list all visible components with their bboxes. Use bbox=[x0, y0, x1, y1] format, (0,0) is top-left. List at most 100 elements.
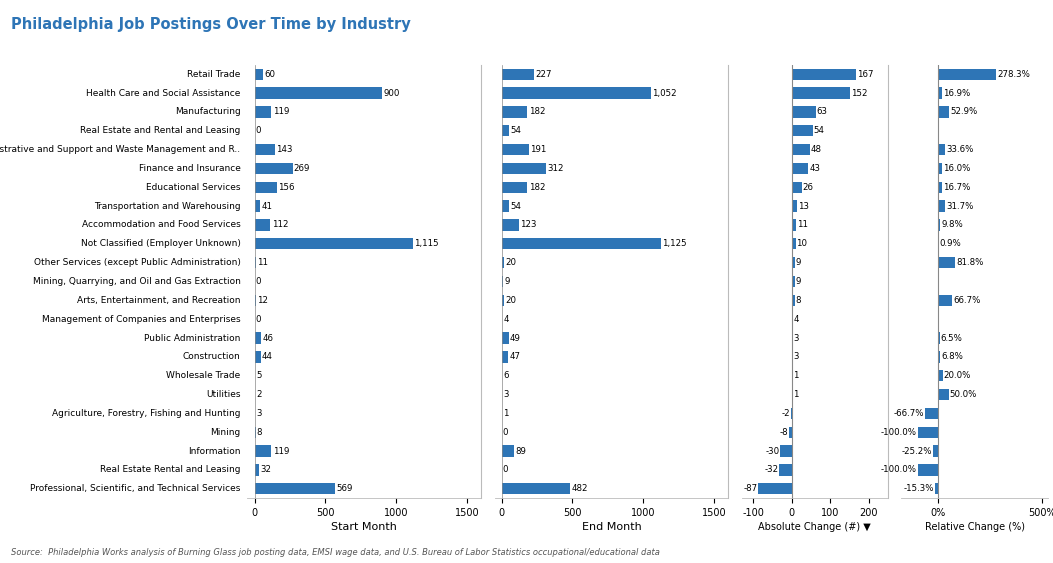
Text: Real Estate Rental and Leasing: Real Estate Rental and Leasing bbox=[100, 466, 240, 475]
Text: 10: 10 bbox=[796, 239, 808, 248]
X-axis label: End Month: End Month bbox=[581, 522, 641, 532]
Text: 49: 49 bbox=[510, 333, 520, 342]
Text: 152: 152 bbox=[851, 88, 868, 97]
Text: Public Administration: Public Administration bbox=[144, 333, 240, 342]
Text: 0: 0 bbox=[502, 428, 509, 437]
Bar bbox=[501, 200, 510, 212]
Bar bbox=[255, 163, 293, 174]
Text: 52.9%: 52.9% bbox=[951, 108, 977, 117]
Text: Agriculture, Forestry, Fishing and Hunting: Agriculture, Forestry, Fishing and Hunti… bbox=[52, 409, 240, 418]
Text: 60: 60 bbox=[264, 70, 275, 79]
Bar bbox=[255, 294, 256, 306]
Bar bbox=[501, 483, 570, 494]
Text: Professional, Scientific, and Technical Services: Professional, Scientific, and Technical … bbox=[31, 484, 240, 493]
Text: 1: 1 bbox=[503, 409, 509, 418]
Text: Mining, Quarrying, and Oil and Gas Extraction: Mining, Quarrying, and Oil and Gas Extra… bbox=[33, 277, 240, 286]
Bar bbox=[255, 483, 335, 494]
Bar bbox=[501, 445, 514, 457]
Text: 44: 44 bbox=[262, 352, 273, 361]
Bar bbox=[792, 69, 856, 80]
Bar bbox=[938, 182, 942, 193]
Text: 11: 11 bbox=[257, 258, 269, 267]
Text: 278.3%: 278.3% bbox=[997, 70, 1030, 79]
Text: 16.9%: 16.9% bbox=[943, 88, 970, 97]
Bar bbox=[938, 389, 949, 400]
Text: 1: 1 bbox=[793, 390, 798, 399]
Bar bbox=[792, 182, 801, 193]
Bar bbox=[501, 144, 529, 155]
Text: -66.7%: -66.7% bbox=[893, 409, 923, 418]
Text: 54: 54 bbox=[511, 126, 521, 135]
Bar bbox=[779, 464, 792, 476]
Text: 50.0%: 50.0% bbox=[950, 390, 977, 399]
Bar bbox=[501, 69, 534, 80]
Bar bbox=[255, 445, 272, 457]
Text: 167: 167 bbox=[857, 70, 873, 79]
Bar bbox=[255, 106, 272, 118]
Bar bbox=[758, 483, 792, 494]
Text: 31.7%: 31.7% bbox=[946, 202, 973, 211]
Bar bbox=[501, 182, 528, 193]
Text: 20: 20 bbox=[505, 258, 517, 267]
Bar bbox=[255, 200, 260, 212]
Bar bbox=[938, 144, 946, 155]
Bar bbox=[255, 182, 277, 193]
Text: 0: 0 bbox=[502, 466, 509, 475]
Text: 54: 54 bbox=[813, 126, 824, 135]
Bar bbox=[935, 483, 938, 494]
Text: 46: 46 bbox=[262, 333, 273, 342]
Bar bbox=[255, 220, 271, 231]
Bar bbox=[501, 276, 503, 287]
Text: Retail Trade: Retail Trade bbox=[187, 70, 240, 79]
Text: -8: -8 bbox=[779, 428, 788, 437]
Bar bbox=[792, 125, 813, 136]
Bar bbox=[938, 200, 945, 212]
Bar bbox=[792, 257, 795, 269]
Text: Construction: Construction bbox=[183, 352, 240, 361]
Bar bbox=[501, 351, 509, 363]
Text: 89: 89 bbox=[515, 446, 526, 455]
Bar bbox=[501, 238, 661, 249]
Bar bbox=[255, 257, 256, 269]
Bar bbox=[255, 351, 261, 363]
Text: Real Estate and Rental and Leasing: Real Estate and Rental and Leasing bbox=[80, 126, 240, 135]
Bar bbox=[918, 427, 938, 438]
Text: 191: 191 bbox=[530, 145, 547, 154]
Text: 3: 3 bbox=[503, 390, 509, 399]
Text: 16.0%: 16.0% bbox=[942, 164, 970, 173]
Text: -87: -87 bbox=[743, 484, 757, 493]
Text: Philadelphia Job Postings Over Time by Industry: Philadelphia Job Postings Over Time by I… bbox=[11, 17, 411, 32]
Text: 32: 32 bbox=[260, 466, 272, 475]
Bar bbox=[789, 427, 792, 438]
Text: 4: 4 bbox=[794, 315, 799, 324]
Bar bbox=[255, 332, 261, 343]
Text: Management of Companies and Enterprises: Management of Companies and Enterprises bbox=[42, 315, 240, 324]
Bar bbox=[938, 106, 950, 118]
Bar bbox=[938, 370, 942, 381]
X-axis label: Absolute Change (#) ▼: Absolute Change (#) ▼ bbox=[758, 522, 871, 532]
Text: 0: 0 bbox=[256, 315, 261, 324]
Bar bbox=[255, 144, 275, 155]
Text: -15.3%: -15.3% bbox=[903, 484, 934, 493]
Text: 9: 9 bbox=[504, 277, 510, 286]
Text: 48: 48 bbox=[811, 145, 822, 154]
Text: 63: 63 bbox=[817, 108, 828, 117]
Text: -100.0%: -100.0% bbox=[880, 428, 917, 437]
Text: 6.5%: 6.5% bbox=[940, 333, 962, 342]
Bar bbox=[925, 408, 938, 419]
Text: Source:  Philadelphia Works analysis of Burning Glass job posting data, EMSI wag: Source: Philadelphia Works analysis of B… bbox=[11, 548, 659, 557]
Bar bbox=[255, 464, 259, 476]
Text: 8: 8 bbox=[257, 428, 262, 437]
Bar bbox=[501, 87, 651, 99]
Text: Finance and Insurance: Finance and Insurance bbox=[139, 164, 240, 173]
Text: 6.8%: 6.8% bbox=[941, 352, 962, 361]
X-axis label: Relative Change (%): Relative Change (%) bbox=[925, 522, 1025, 532]
Bar bbox=[938, 257, 955, 269]
Text: 0.9%: 0.9% bbox=[939, 239, 961, 248]
Bar bbox=[255, 87, 382, 99]
Text: 482: 482 bbox=[571, 484, 588, 493]
Text: 41: 41 bbox=[261, 202, 273, 211]
Text: 156: 156 bbox=[278, 183, 294, 192]
X-axis label: Start Month: Start Month bbox=[332, 522, 397, 532]
Text: -30: -30 bbox=[766, 446, 779, 455]
